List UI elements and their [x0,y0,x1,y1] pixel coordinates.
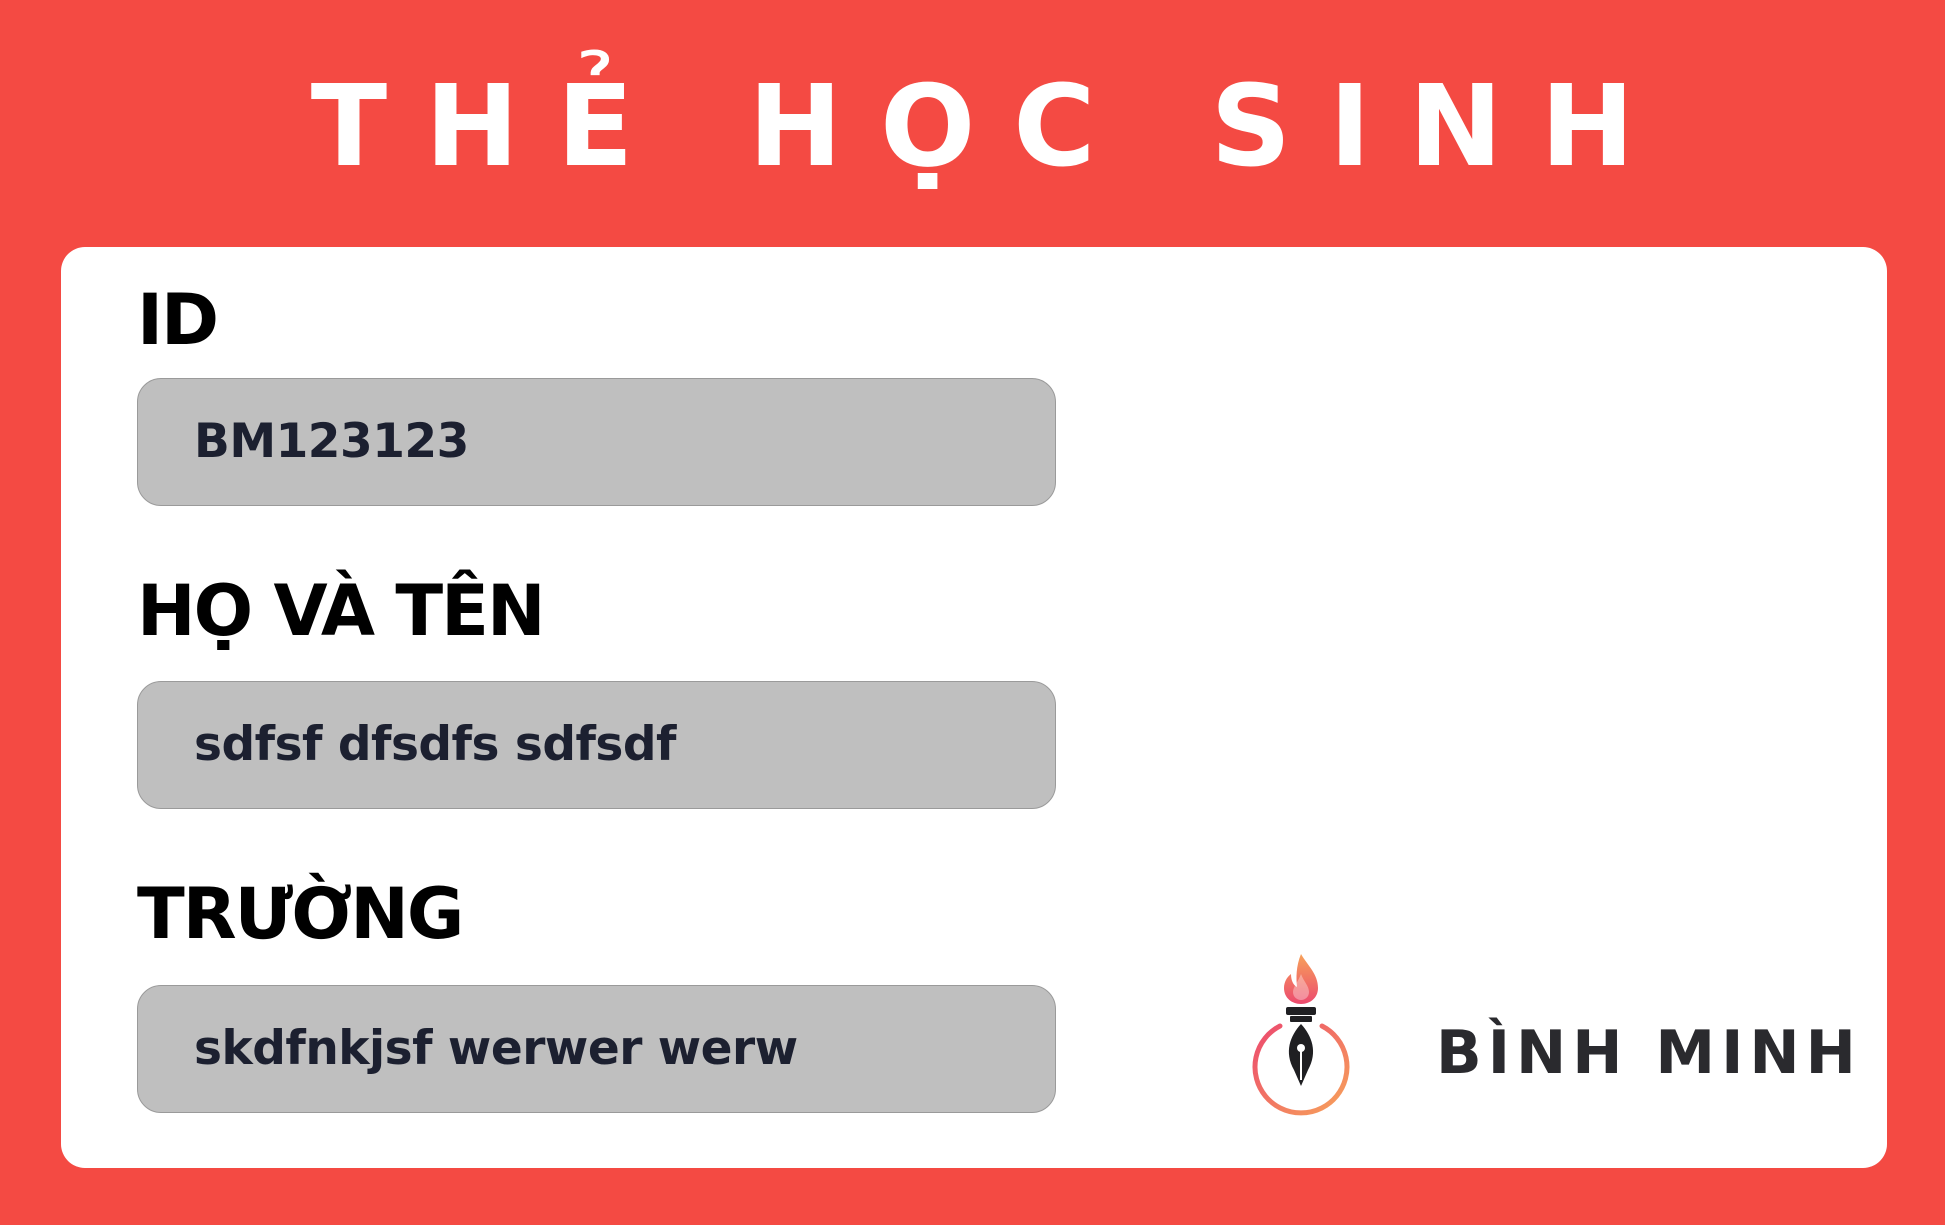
id-value: BM123123 [194,414,469,469]
id-field: BM123123 [137,378,1056,506]
school-label: TRƯỜNG [137,873,464,955]
id-label: ID [137,279,219,361]
brand-logo: BÌNH MINH [1246,952,1856,1122]
card-title: THẺ HỌC SINH [310,62,1673,192]
card-panel: ID BM123123 HỌ VÀ TÊN sdfsf dfsdfs sdfsd… [61,247,1887,1168]
pen-nib-flame-icon [1252,954,1350,1116]
full-name-value: sdfsf dfsdfs sdfsdf [194,717,676,772]
school-field: skdfnkjsf werwer werw [137,985,1056,1113]
full-name-field: sdfsf dfsdfs sdfsdf [137,681,1056,809]
full-name-label: HỌ VÀ TÊN [137,570,546,652]
brand-name: BÌNH MINH [1436,1018,1862,1088]
school-value: skdfnkjsf werwer werw [194,1021,798,1076]
